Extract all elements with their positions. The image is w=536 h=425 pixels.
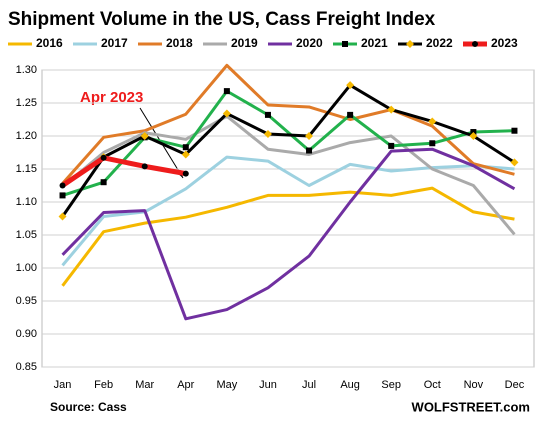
x-tick-label: Aug xyxy=(340,379,360,391)
point-marker xyxy=(347,111,354,118)
point-marker xyxy=(59,182,66,189)
legend-label: 2016 xyxy=(36,36,63,50)
series-line xyxy=(61,186,515,287)
point-marker xyxy=(58,212,67,221)
source: Source: Cass xyxy=(50,400,127,414)
series-line xyxy=(61,63,515,185)
point-marker xyxy=(511,127,518,134)
point-marker xyxy=(469,132,478,140)
point-marker xyxy=(263,130,272,139)
y-tick-label: 0.85 xyxy=(16,361,37,373)
plot-frame xyxy=(41,69,535,368)
point-marker xyxy=(264,111,271,118)
series-line xyxy=(61,155,515,267)
legend-marker xyxy=(472,41,478,47)
x-tick-label: May xyxy=(216,379,237,391)
legend-label: 2023 xyxy=(491,36,518,50)
series-line xyxy=(61,155,187,188)
point-marker xyxy=(141,163,148,170)
legend-label: 2021 xyxy=(361,36,388,50)
point-marker xyxy=(510,158,519,167)
x-tick-label: Mar xyxy=(135,379,154,391)
y-tick-label: 1.10 xyxy=(16,196,37,208)
legend-label: 2022 xyxy=(426,36,453,50)
chart-title: Shipment Volume in the US, Cass Freight … xyxy=(8,9,436,30)
y-tick-label: 1.00 xyxy=(16,262,37,274)
x-tick-label: Oct xyxy=(424,379,441,391)
x-tick-label: Nov xyxy=(464,379,484,391)
x-tick-label: Dec xyxy=(505,379,525,391)
point-marker xyxy=(428,117,437,126)
y-tick-label: 1.05 xyxy=(16,229,37,241)
point-marker xyxy=(387,105,396,114)
point-marker xyxy=(140,132,149,140)
point-marker xyxy=(346,81,355,90)
y-tick-label: 0.95 xyxy=(16,295,37,307)
annotation: Apr 2023 xyxy=(80,89,143,106)
x-tick-label: Sep xyxy=(381,379,401,391)
point-marker xyxy=(182,144,189,151)
legend-label: 2018 xyxy=(166,36,193,50)
y-tick-label: 1.20 xyxy=(16,130,37,142)
y-tick-label: 0.90 xyxy=(16,328,37,340)
series-line xyxy=(61,147,516,321)
series-line xyxy=(61,114,516,236)
point-marker xyxy=(429,140,436,147)
y-tick-label: 1.30 xyxy=(16,64,37,76)
series-line xyxy=(62,89,515,197)
point-marker xyxy=(306,147,313,154)
series-line xyxy=(61,83,516,218)
point-marker xyxy=(100,154,107,161)
legend-marker xyxy=(342,41,348,47)
point-marker xyxy=(222,109,231,118)
x-tick-label: Apr xyxy=(177,379,194,391)
x-tick-label: Jan xyxy=(54,379,72,391)
point-marker xyxy=(388,142,395,149)
credit: WOLFSTREET.com xyxy=(412,399,530,414)
x-tick-label: Jun xyxy=(259,379,277,391)
point-marker xyxy=(305,132,314,140)
legend-marker xyxy=(406,40,414,48)
point-marker xyxy=(59,192,66,199)
y-tick-label: 1.25 xyxy=(16,97,37,109)
point-marker xyxy=(181,150,190,159)
legend-label: 2019 xyxy=(231,36,258,50)
point-marker xyxy=(182,170,189,177)
x-tick-label: Jul xyxy=(302,379,316,391)
point-marker xyxy=(223,88,230,95)
x-tick-label: Feb xyxy=(94,379,113,391)
y-tick-label: 1.15 xyxy=(16,163,37,175)
point-marker xyxy=(100,179,107,186)
legend-label: 2020 xyxy=(296,36,323,50)
legend-label: 2017 xyxy=(101,36,128,50)
